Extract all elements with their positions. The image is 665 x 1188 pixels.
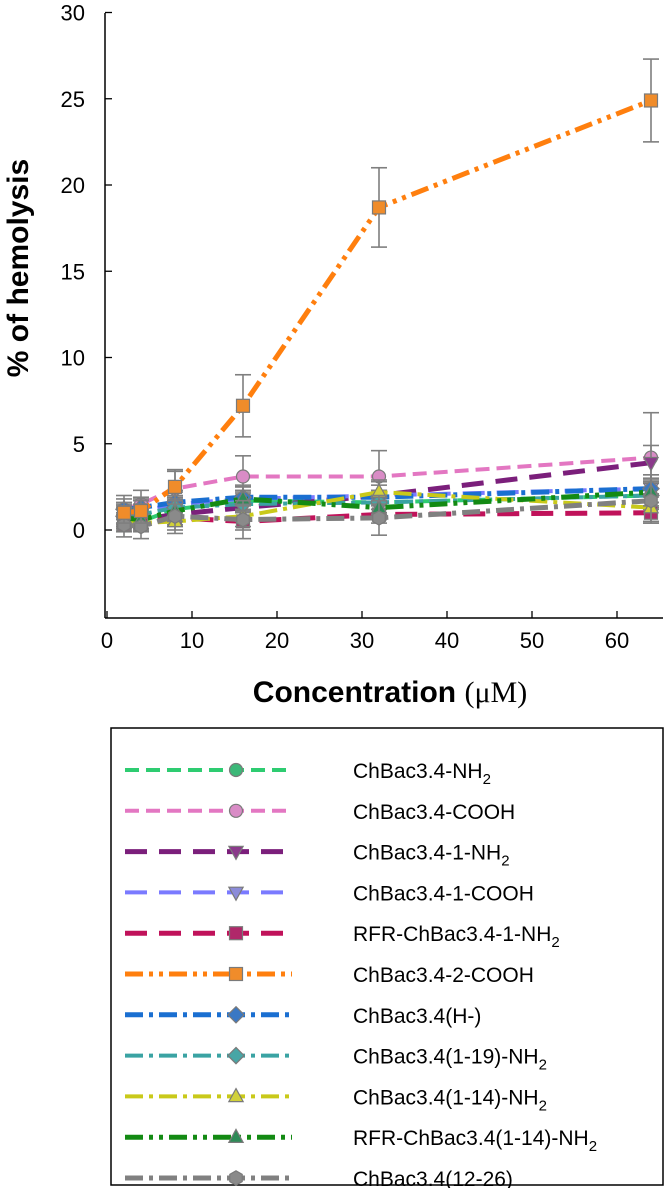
legend-label: ChBac3.4(1-14)-NH2 — [353, 1086, 547, 1114]
legend-item: ChBac3.4-1-COOH — [125, 882, 534, 905]
legend-swatch-marker — [227, 1087, 245, 1103]
legend-swatch-marker — [227, 1005, 245, 1024]
legend-swatch-marker — [227, 886, 245, 902]
legend-swatch-marker — [227, 1046, 245, 1065]
data-point — [116, 505, 132, 520]
legend-item: ChBac3.4(H-) — [125, 1005, 481, 1028]
x-tick-label: 30 — [350, 628, 374, 653]
legend-label: RFR-ChBac3.4-1-NH2 — [353, 923, 560, 951]
y-tick-label: 15 — [61, 259, 85, 284]
series-line — [123, 455, 652, 512]
x-axis-title-main: Concentration — [253, 676, 456, 709]
legend-label-subscript: 2 — [539, 1097, 547, 1114]
legend-label-main: ChBac3.4(12-26) — [353, 1168, 513, 1188]
x-axis-title: Concentration (μM) — [253, 676, 527, 709]
legend-label-subscript: 2 — [483, 771, 491, 788]
data-point — [168, 508, 182, 525]
data-point — [372, 510, 386, 526]
legend-label-main: ChBac3.4(1-14)-NH — [353, 1086, 539, 1109]
legend-box — [110, 727, 664, 1186]
legend-label: ChBac3.4-2-COOH — [353, 964, 534, 987]
legend-item: ChBac3.4-1-NH2 — [125, 842, 510, 870]
legend-swatch-marker — [228, 762, 244, 778]
legend-swatch-marker — [227, 1128, 245, 1144]
data-point — [644, 492, 658, 509]
data-point — [167, 479, 183, 494]
data-point — [236, 511, 250, 528]
legend-label: ChBac3.4-NH2 — [353, 760, 491, 788]
legend-label: ChBac3.4(1-19)-NH2 — [353, 1046, 547, 1074]
legend-label: ChBac3.4(12-26) — [353, 1168, 513, 1188]
legend-label-main: ChBac3.4-2-COOH — [353, 964, 534, 987]
legend-label-main: ChBac3.4(H-) — [353, 1005, 481, 1028]
legend-item: ChBac3.4(1-14)-NH2 — [125, 1086, 547, 1114]
legend-label-main: RFR-ChBac3.4-1-NH — [353, 923, 551, 946]
legend-swatch-marker — [228, 926, 244, 941]
data-point — [371, 200, 387, 215]
legend-label-main: ChBac3.4-NH — [353, 760, 483, 783]
data-point — [642, 456, 660, 472]
legend-label-subscript: 2 — [501, 853, 509, 870]
series-6 — [116, 58, 659, 524]
legend-item: RFR-ChBac3.4(1-14)-NH2 — [125, 1127, 597, 1155]
y-tick-label: 10 — [61, 346, 85, 371]
legend-label-main: ChBac3.4-1-NH — [353, 842, 501, 865]
legend-label: ChBac3.4-1-NH2 — [353, 842, 510, 870]
y-tick-label: 5 — [73, 432, 85, 457]
legend-label-subscript: 2 — [539, 1057, 547, 1074]
x-tick-label: 60 — [605, 628, 629, 653]
series-line — [123, 98, 652, 516]
x-tick-label: 40 — [435, 628, 459, 653]
legend-label: ChBac3.4-COOH — [353, 801, 515, 824]
legend-swatch-marker — [227, 845, 245, 861]
legend-label-main: RFR-ChBac3.4(1-14)-NH — [353, 1127, 589, 1150]
legend-label-main: ChBac3.4(1-19)-NH — [353, 1046, 539, 1069]
legend-label-main: ChBac3.4-COOH — [353, 801, 515, 824]
legend: ChBac3.4-NH2ChBac3.4-COOHChBac3.4-1-NH2C… — [110, 727, 664, 1188]
plot-area: 0 5 10 15 20 25 30 0 10 20 30 40 50 60 — [61, 1, 663, 653]
legend-label-subscript: 2 — [551, 934, 559, 951]
x-tick-label: 20 — [265, 628, 289, 653]
y-tick-label: 0 — [73, 518, 85, 543]
legend-label-subscript: 2 — [589, 1138, 597, 1155]
legend-label: RFR-ChBac3.4(1-14)-NH2 — [353, 1127, 597, 1155]
legend-item: ChBac3.4-NH2 — [125, 760, 491, 788]
data-point — [643, 93, 659, 108]
data-point — [133, 503, 149, 519]
legend-swatch-marker — [228, 966, 244, 982]
x-axis-unit: (μM) — [464, 676, 527, 709]
legend-label: ChBac3.4(H-) — [353, 1005, 481, 1028]
x-tick-label: 0 — [101, 628, 113, 653]
legend-item: ChBac3.4(12-26) — [125, 1168, 513, 1188]
data-point — [117, 517, 131, 533]
legend-label: ChBac3.4-1-COOH — [353, 882, 534, 905]
legend-swatch-marker — [229, 1170, 243, 1186]
data-point — [235, 469, 251, 484]
legend-swatch-marker — [228, 803, 244, 818]
x-tick-label: 10 — [180, 628, 204, 653]
x-tick-label: 50 — [520, 628, 544, 653]
legend-item: RFR-ChBac3.4-1-NH2 — [125, 923, 560, 951]
data-point — [235, 398, 251, 413]
legend-item: ChBac3.4-2-COOH — [125, 964, 534, 987]
legend-item: ChBac3.4(1-19)-NH2 — [125, 1046, 547, 1074]
y-tick-label: 25 — [61, 87, 85, 112]
legend-label-main: ChBac3.4-1-COOH — [353, 882, 534, 905]
legend-item: ChBac3.4-COOH — [125, 801, 515, 824]
y-tick-label: 20 — [61, 173, 85, 198]
y-tick-label: 30 — [61, 1, 85, 26]
y-axis-title: % of hemolysis — [2, 159, 35, 377]
